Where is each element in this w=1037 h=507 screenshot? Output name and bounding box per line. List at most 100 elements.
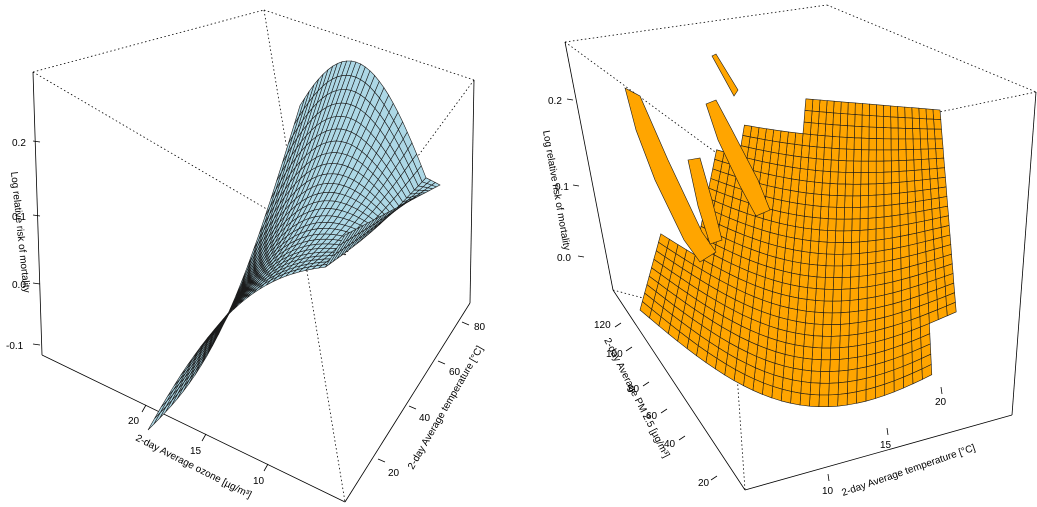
surface-facet: [824, 265, 835, 279]
left-box-right-bottom: [344, 302, 471, 503]
surface-facet: [821, 182, 831, 196]
surface-facet: [800, 250, 811, 265]
surface-facet: [147, 412, 161, 431]
surface-facet: [933, 128, 943, 140]
surface-facet: [838, 358, 849, 372]
surface-facet: [838, 148, 847, 162]
surface-facet: [890, 149, 900, 162]
surface-facet: [802, 345, 814, 360]
surface-facet: [906, 180, 916, 193]
surface-facet: [853, 149, 862, 162]
right-x-tick: [642, 381, 650, 387]
surface-facet: [857, 332, 868, 347]
surface-facet: [860, 149, 870, 162]
right-x-tick-label: 40: [664, 439, 676, 450]
surface-facet: [890, 138, 899, 151]
surface-facet: [805, 180, 815, 195]
left-z-tick: [32, 282, 41, 285]
surface-facet: [820, 347, 832, 361]
surface-facet: [847, 102, 856, 115]
surface-facet: [867, 183, 877, 196]
surface-facet: [852, 183, 862, 197]
surface-facet: [875, 261, 885, 275]
surface-facet: [846, 391, 858, 406]
surface-facet: [866, 285, 877, 299]
surface-facet: [785, 330, 797, 346]
surface-facet: [845, 172, 854, 185]
left-x-tick-label: 15: [190, 446, 202, 457]
surface-facet: [796, 203, 806, 217]
surface-facet: [784, 236, 795, 251]
surface-facet: [867, 228, 877, 242]
left-y-axis-label: 2-day Average temperature [°C]: [406, 344, 486, 471]
right-box-inner-left: [564, 41, 723, 158]
left-y-axis: 20 40 60 80 2-day Average temperature [°…: [377, 321, 486, 479]
surface-facet: [785, 142, 796, 157]
surface-facet: [846, 125, 856, 139]
surface-facet: [930, 187, 940, 200]
right-box-back-top-edge: [564, 4, 828, 43]
surface-facet: [773, 186, 784, 201]
surface-facet: [929, 177, 939, 190]
surface-facet: [808, 252, 819, 266]
surface-facet: [936, 167, 946, 179]
surface-facet: [807, 275, 818, 289]
surface-facet: [850, 264, 860, 278]
surface-facet: [868, 172, 877, 185]
surface-facet: [805, 310, 816, 325]
surface-facet: [866, 273, 877, 288]
left-z-tick-label: 0.1: [12, 212, 26, 223]
surface-facet: [813, 311, 824, 325]
surface-facet: [810, 122, 819, 136]
surface-facet: [839, 334, 850, 349]
surface-facet: [825, 111, 834, 126]
surface-facet: [817, 241, 828, 255]
surface-facet: [786, 319, 797, 334]
surface-facet: [836, 183, 846, 197]
surface-facet: [815, 276, 826, 290]
surface-facet: [883, 149, 892, 162]
surface-facet: [742, 124, 753, 138]
surface-facet: [897, 138, 907, 151]
surface-facet: [800, 381, 812, 395]
surface-facet: [850, 253, 860, 266]
surface-facet: [831, 300, 842, 314]
surface-facet: [782, 259, 793, 274]
surface-facet: [797, 297, 808, 312]
surface-facet: [781, 270, 792, 286]
surface-facet: [867, 251, 877, 265]
surface-facet: [783, 165, 793, 180]
surface-facet: [918, 107, 927, 120]
surface-facet: [920, 148, 930, 160]
left-y-tick: [408, 405, 417, 410]
surface-facet: [819, 371, 831, 384]
surface-strand: [687, 157, 723, 245]
surface-facet: [859, 229, 869, 243]
surface-facet: [915, 200, 925, 213]
surface-facet: [840, 288, 851, 302]
surface-facet: [789, 190, 799, 204]
surface-facet: [915, 210, 925, 223]
right-x-tick: [625, 346, 633, 352]
surface-facet: [899, 223, 909, 237]
surface-facet: [899, 202, 909, 216]
surface-facet: [791, 167, 801, 181]
surface-facet: [921, 168, 931, 181]
surface-facet: [847, 113, 856, 127]
surface-facet: [810, 110, 820, 124]
surface-facet: [818, 111, 827, 125]
surface-facet: [814, 300, 825, 314]
surface-facet: [821, 170, 831, 184]
surface-facet: [794, 132, 804, 146]
surface-facet: [843, 207, 853, 220]
surface-facet: [854, 114, 863, 127]
surface-facet: [807, 157, 817, 171]
surface-facet: [841, 265, 852, 278]
surface-facet: [860, 183, 869, 197]
surface-facet: [867, 262, 877, 276]
surface-facet: [929, 168, 939, 180]
surface-facet: [853, 160, 862, 173]
surface-facet: [787, 307, 798, 322]
surface-facet: [913, 169, 923, 182]
surface-facet: [861, 114, 870, 128]
